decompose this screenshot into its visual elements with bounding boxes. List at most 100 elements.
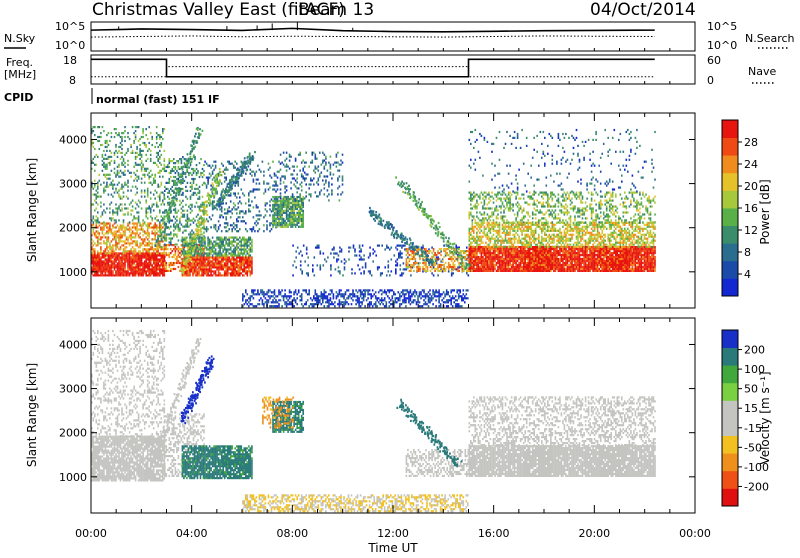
heatmap-cell [301, 224, 303, 226]
heatmap-cell [121, 144, 123, 146]
heatmap-cell [112, 209, 114, 211]
heatmap-cell [121, 156, 123, 158]
heatmap-cell [224, 222, 226, 224]
heatmap-cell [315, 156, 317, 158]
heatmap-cell [455, 268, 457, 270]
heatmap-cell [339, 293, 341, 295]
heatmap-cell [139, 256, 141, 258]
heatmap-cell [123, 164, 125, 166]
heatmap-cell [423, 295, 425, 297]
heatmap-cell [176, 258, 178, 260]
heatmap-cell [301, 216, 303, 218]
heatmap-cell [449, 299, 451, 301]
heatmap-cell [316, 158, 318, 160]
heatmap-cell [99, 221, 101, 223]
heatmap-cell [114, 234, 116, 236]
heatmap-cell [176, 233, 178, 235]
heatmap-cell [298, 226, 300, 228]
heatmap-cell [151, 203, 153, 205]
heatmap-cell [139, 222, 141, 224]
heatmap-cell [144, 168, 146, 170]
heatmap-cell [409, 266, 411, 268]
heatmap-cell [111, 272, 113, 274]
heatmap-cell [112, 213, 114, 215]
heatmap-cell [150, 248, 152, 250]
heatmap-cell [97, 211, 99, 213]
heatmap-cell [169, 172, 171, 174]
heatmap-cell [164, 158, 166, 160]
heatmap-cell [204, 252, 206, 254]
heatmap-cell [381, 289, 383, 291]
heatmap-cell [423, 303, 425, 305]
heatmap-cell [156, 205, 158, 207]
heatmap-cell [398, 291, 400, 293]
heatmap-cell [299, 210, 301, 212]
heatmap-cell [412, 252, 414, 254]
heatmap-cell [448, 266, 450, 268]
heatmap-cell [164, 186, 166, 188]
heatmap-cell [247, 260, 249, 262]
heatmap-cell [425, 297, 427, 299]
heatmap-cell [250, 303, 252, 305]
heatmap-cell [339, 199, 341, 201]
heatmap-cell [325, 158, 327, 160]
heatmap-cell [289, 208, 291, 210]
heatmap-cell [231, 274, 233, 276]
heatmap-cell [141, 160, 143, 162]
heatmap-cell [145, 202, 147, 204]
heatmap-cell [407, 297, 409, 299]
heatmap-cell [178, 178, 180, 180]
heatmap-cell [100, 202, 102, 204]
heatmap-cell [100, 252, 102, 254]
heatmap-cell [145, 224, 147, 226]
heatmap-cell [207, 179, 209, 181]
heatmap-cell [175, 210, 177, 212]
heatmap-cell [161, 256, 163, 258]
heatmap-cell [436, 268, 438, 270]
heatmap-cell [108, 258, 110, 260]
heatmap-cell [245, 222, 247, 224]
heatmap-cell [397, 262, 399, 264]
heatmap-cell [333, 164, 335, 166]
heatmap-cell [207, 181, 209, 183]
heatmap-cell [121, 209, 123, 211]
heatmap-cell [154, 198, 156, 200]
heatmap-cell [233, 256, 235, 258]
heatmap-cell [410, 289, 412, 291]
heatmap-cell [151, 270, 153, 272]
heatmap-cell [203, 272, 205, 274]
heatmap-cell [414, 295, 416, 297]
heatmap-cell [244, 260, 246, 262]
heatmap-cell [231, 258, 233, 260]
heatmap-cell [284, 166, 286, 168]
heatmap-cell [345, 260, 347, 262]
heatmap-cell [228, 268, 230, 270]
heatmap-cell [166, 170, 168, 172]
heatmap-cell [108, 256, 110, 258]
heatmap-cell [215, 224, 217, 226]
heatmap-cell [117, 246, 119, 248]
heatmap-cell [202, 196, 204, 198]
heatmap-cell [154, 266, 156, 268]
heatmap-cell [209, 216, 211, 218]
heatmap-cell [151, 184, 153, 186]
heatmap-cell [437, 264, 439, 266]
heatmap-cell [141, 156, 143, 158]
heatmap-cell [93, 266, 95, 268]
heatmap-cell [103, 158, 105, 160]
heatmap-cell [117, 244, 119, 246]
heatmap-cell [221, 214, 223, 216]
heatmap-cell [299, 198, 301, 200]
heatmap-cell [228, 163, 230, 165]
heatmap-cell [431, 297, 433, 299]
heatmap-cell [169, 180, 171, 182]
heatmap-cell [363, 299, 365, 301]
heatmap-cell [278, 210, 280, 212]
heatmap-cell [161, 184, 163, 186]
heatmap-cell [108, 222, 110, 224]
heatmap-cell [172, 186, 174, 188]
heatmap-cell [169, 182, 171, 184]
heatmap-cell [296, 191, 298, 193]
heatmap-cell [197, 198, 199, 200]
heatmap-cell [322, 162, 324, 164]
